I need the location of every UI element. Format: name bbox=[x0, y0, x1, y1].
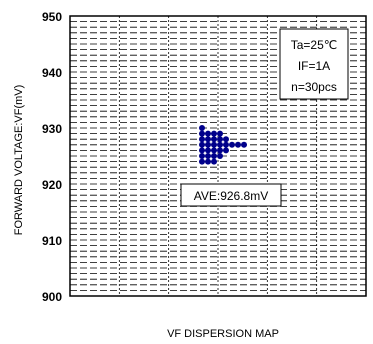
data-point bbox=[211, 141, 217, 148]
y-tick-label: 930 bbox=[42, 122, 62, 136]
data-point bbox=[241, 141, 247, 148]
y-tick-label: 950 bbox=[42, 10, 62, 24]
average-box: AVE:926.8mV bbox=[180, 183, 282, 207]
data-point bbox=[199, 130, 205, 137]
data-point bbox=[235, 141, 241, 148]
y-tick-label: 940 bbox=[42, 66, 62, 80]
data-point bbox=[205, 130, 211, 137]
data-point bbox=[229, 141, 235, 148]
data-point bbox=[199, 147, 205, 154]
data-point bbox=[205, 147, 211, 154]
data-point bbox=[217, 153, 223, 159]
data-point bbox=[217, 141, 223, 148]
data-point bbox=[223, 147, 229, 154]
data-point bbox=[211, 153, 217, 159]
data-point bbox=[199, 136, 205, 143]
data-point bbox=[199, 141, 205, 148]
data-point bbox=[205, 136, 211, 143]
condition-text: IF=1A bbox=[298, 59, 330, 73]
data-point bbox=[199, 158, 205, 165]
data-point bbox=[199, 153, 205, 159]
condition-box: Ta=25℃ IF=1A n=30pcs bbox=[279, 28, 349, 100]
data-point bbox=[223, 136, 229, 143]
plot-frame bbox=[69, 15, 367, 297]
y-tick-label: 900 bbox=[42, 290, 62, 304]
data-point bbox=[211, 136, 217, 143]
data-point bbox=[205, 158, 211, 165]
data-point bbox=[217, 136, 223, 143]
y-tick-label: 920 bbox=[42, 178, 62, 192]
data-point bbox=[217, 147, 223, 154]
data-point bbox=[211, 130, 217, 137]
x-axis-title: VF DISPERSION MAP bbox=[167, 328, 279, 340]
data-points bbox=[199, 125, 247, 165]
average-box-frame bbox=[180, 183, 282, 207]
data-point bbox=[205, 153, 211, 159]
condition-text: Ta=25℃ bbox=[291, 38, 338, 52]
data-point bbox=[223, 141, 229, 148]
condition-text: n=30pcs bbox=[291, 80, 337, 94]
data-point bbox=[211, 147, 217, 154]
data-point bbox=[217, 130, 223, 137]
average-label: AVE:926.8mV bbox=[194, 189, 268, 203]
data-point bbox=[211, 158, 217, 165]
y-axis-title: FORWARD VOLTAGE:VF(mV) bbox=[13, 85, 25, 236]
data-point bbox=[199, 125, 205, 131]
condition-box-frame bbox=[279, 28, 349, 100]
data-point bbox=[205, 141, 211, 148]
y-tick-label: 910 bbox=[42, 234, 62, 248]
